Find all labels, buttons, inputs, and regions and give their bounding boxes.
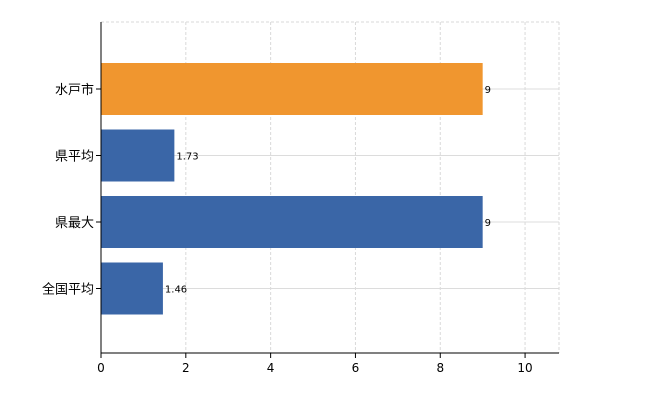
bar-1 [101,129,175,182]
bars [101,63,483,315]
category-label-2: 県最大 [55,216,94,231]
data-label-2: 9 [485,218,491,229]
data-label-3: 1.46 [165,285,187,296]
bar-2 [101,196,483,248]
category-label-0: 水戸市 [55,82,94,98]
category-label-3: 全国平均 [42,282,94,298]
data-label-0: 9 [485,85,491,96]
x-tick-label-6: 6 [352,361,360,375]
x-tick-label-4: 4 [267,361,275,375]
category-label-1: 県平均 [55,150,94,165]
data-label-1: 1.73 [176,152,198,163]
x-tick-label-8: 8 [436,361,444,375]
x-tick-label-2: 2 [182,361,190,375]
x-tick-label-10: 10 [517,361,532,375]
bar-3 [101,262,163,315]
bar-0 [101,63,483,115]
x-tick-label-0: 0 [97,361,105,375]
axes [96,22,559,358]
